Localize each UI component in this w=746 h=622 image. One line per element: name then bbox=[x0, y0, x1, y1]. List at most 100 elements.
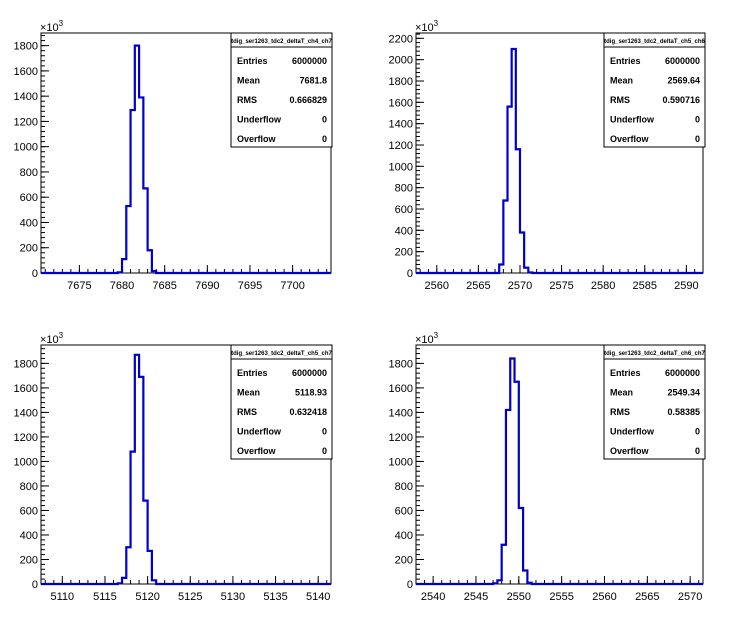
axis-exponent-label: ×103 bbox=[40, 331, 64, 346]
x-tick-label: 5120 bbox=[135, 591, 159, 603]
y-tick-label: 800 bbox=[395, 183, 413, 195]
y-tick-label: 400 bbox=[395, 225, 413, 237]
stats-label: RMS bbox=[610, 407, 630, 417]
stats-label: Mean bbox=[237, 76, 260, 86]
stats-label: Underflow bbox=[237, 427, 282, 437]
y-tick-label: 1800 bbox=[14, 41, 38, 53]
y-tick-label: 1800 bbox=[389, 358, 413, 370]
y-tick-label: 200 bbox=[395, 554, 413, 566]
x-tick-label: 2570 bbox=[678, 591, 702, 603]
y-tick-label: 1200 bbox=[14, 116, 38, 128]
y-tick-label: 1600 bbox=[14, 66, 38, 78]
histogram-panel: 0 200 400 600 800 1000 1200 1400 1600 1800 7675 768… bbox=[14, 19, 333, 292]
y-tick-label: 1800 bbox=[14, 358, 38, 370]
stats-box-frame bbox=[230, 32, 333, 148]
stats-label: Overflow bbox=[610, 446, 650, 456]
histogram-panel: 0 200 400 600 800 1000 1200 1400 1600 1800 5110 511… bbox=[14, 331, 333, 603]
stats-label: RMS bbox=[237, 407, 257, 417]
x-tick-label: 7695 bbox=[238, 280, 262, 292]
y-tick-label: 2200 bbox=[389, 33, 413, 45]
stats-label: Overflow bbox=[237, 446, 277, 456]
stats-value: 2569.64 bbox=[667, 76, 700, 86]
axis-exponent-power: 3 bbox=[434, 331, 439, 340]
axis-exponent-power: 3 bbox=[59, 331, 64, 340]
stats-label: RMS bbox=[610, 95, 630, 105]
stats-label: Mean bbox=[610, 76, 633, 86]
stats-value: 0.590716 bbox=[662, 95, 700, 105]
stats-value: 7681.8 bbox=[299, 76, 327, 86]
y-tick-label: 600 bbox=[20, 505, 38, 517]
stats-label: Mean bbox=[610, 388, 633, 398]
y-tick-label: 1400 bbox=[14, 407, 38, 419]
y-tick-label: 1200 bbox=[389, 432, 413, 444]
x-tick-label: 7675 bbox=[67, 280, 91, 292]
x-tick-label: 5140 bbox=[306, 591, 330, 603]
stats-value: 0.632418 bbox=[289, 407, 327, 417]
stats-value: 0.666829 bbox=[289, 95, 327, 105]
stats-value: 5118.93 bbox=[295, 388, 327, 398]
y-tick-label: 1600 bbox=[389, 383, 413, 395]
y-tick-label: 1000 bbox=[389, 161, 413, 173]
y-tick-label: 1000 bbox=[14, 456, 38, 468]
y-tick-label: 400 bbox=[20, 217, 38, 229]
axis-exponent-power: 3 bbox=[59, 19, 64, 28]
y-tick-label: 600 bbox=[395, 505, 413, 517]
stats-label: Entries bbox=[237, 56, 268, 66]
y-tick-label: 800 bbox=[20, 481, 38, 493]
histogram-line bbox=[416, 47, 703, 275]
y-tick-label: 200 bbox=[20, 243, 38, 255]
x-tick-label: 2590 bbox=[674, 280, 698, 292]
x-tick-label: 2555 bbox=[549, 591, 573, 603]
y-tick-label: 200 bbox=[395, 247, 413, 259]
stats-title: tdig_ser1263_tdc2_deltaT_ch6_ch7 bbox=[604, 351, 705, 357]
axis-exponent-power: 3 bbox=[434, 19, 439, 28]
stats-value: 0 bbox=[695, 446, 700, 456]
y-tick-label: 1000 bbox=[389, 456, 413, 468]
histogram-panel: 0 200 400 600 800 1000 1200 1400 1600 1800 2540 254… bbox=[389, 331, 706, 603]
stats-box-frame bbox=[603, 344, 706, 460]
axis-exponent-label: ×103 bbox=[40, 19, 64, 34]
x-tick-label: 2540 bbox=[421, 591, 445, 603]
y-tick-label: 600 bbox=[395, 204, 413, 216]
stats-box-frame bbox=[230, 344, 333, 460]
x-tick-label: 2565 bbox=[466, 280, 490, 292]
stats-value: 6000000 bbox=[665, 368, 700, 378]
stats-label: Entries bbox=[237, 368, 268, 378]
stats-label: Underflow bbox=[610, 427, 655, 437]
y-tick-label: 1000 bbox=[14, 142, 38, 154]
x-tick-label: 5135 bbox=[263, 591, 287, 603]
stats-label: Underflow bbox=[237, 115, 282, 125]
x-tick-label: 2575 bbox=[549, 280, 573, 292]
stats-box: tdig_ser1263_tdc2_deltaT_ch4_ch7 Entries 6… bbox=[230, 32, 333, 148]
x-tick-label: 2570 bbox=[508, 280, 532, 292]
stats-title: tdig_ser1263_tdc2_deltaT_ch5_ch6 bbox=[604, 39, 705, 45]
y-tick-label: 400 bbox=[20, 530, 38, 542]
stats-label: Overflow bbox=[237, 134, 277, 144]
x-tick-label: 7690 bbox=[195, 280, 219, 292]
y-tick-label: 0 bbox=[32, 268, 38, 280]
histogram-line bbox=[41, 44, 331, 275]
axis-exponent-base: ×10 bbox=[415, 22, 434, 34]
y-tick-label: 1800 bbox=[389, 76, 413, 88]
y-tick-label: 1400 bbox=[389, 119, 413, 131]
x-tick-label: 2580 bbox=[591, 280, 615, 292]
y-tick-label: 0 bbox=[407, 268, 413, 280]
stats-value: 0 bbox=[695, 134, 700, 144]
histogram-panel: 0 200 400 600 800 1000 1200 1400 1600 1800 2000 220… bbox=[389, 19, 706, 292]
x-tick-label: 2545 bbox=[464, 591, 488, 603]
stats-box: tdig_ser1263_tdc2_deltaT_ch5_ch6 Entries 6… bbox=[603, 32, 706, 148]
y-tick-label: 1200 bbox=[14, 432, 38, 444]
stats-label: Entries bbox=[610, 56, 641, 66]
stats-value: 0 bbox=[322, 134, 327, 144]
axis-exponent-base: ×10 bbox=[40, 22, 59, 34]
y-tick-label: 0 bbox=[407, 579, 413, 591]
stats-value: 0 bbox=[695, 115, 700, 125]
y-tick-label: 2000 bbox=[389, 55, 413, 67]
stats-label: Mean bbox=[237, 388, 260, 398]
stats-value: 6000000 bbox=[665, 56, 700, 66]
stats-value: 2549.34 bbox=[667, 388, 700, 398]
stats-value: 0 bbox=[322, 446, 327, 456]
y-tick-label: 200 bbox=[20, 554, 38, 566]
stats-title: tdig_ser1263_tdc2_deltaT_ch4_ch7 bbox=[231, 39, 332, 45]
stats-value: 6000000 bbox=[292, 56, 327, 66]
